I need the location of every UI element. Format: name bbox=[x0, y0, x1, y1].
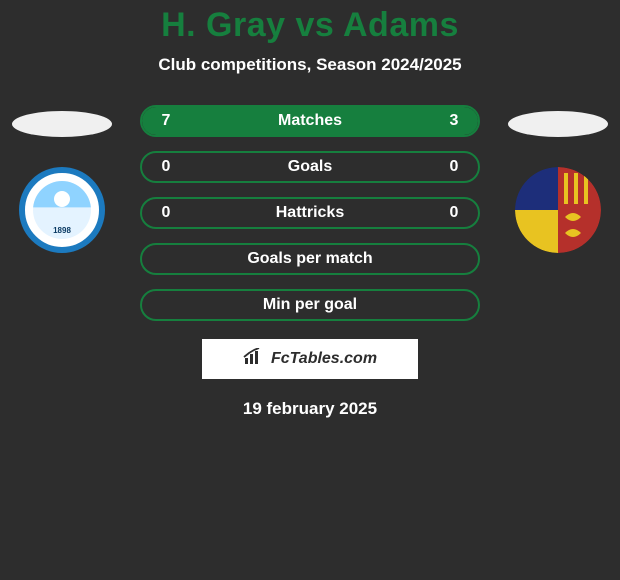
stat-left-value: 7 bbox=[142, 112, 190, 130]
stat-left-value: 0 bbox=[142, 204, 190, 222]
stat-right-value: 3 bbox=[430, 112, 478, 130]
stat-right-value: 0 bbox=[430, 204, 478, 222]
stat-right-value: 0 bbox=[430, 158, 478, 176]
stat-row-hattricks: 0 Hattricks 0 bbox=[140, 197, 480, 229]
left-club-year: 1898 bbox=[53, 226, 71, 235]
stat-label: Matches bbox=[190, 112, 430, 130]
comparison-panel: 1898 7 Matches 3 0 Goals 0 0 bbox=[0, 105, 620, 321]
subtitle: Club competitions, Season 2024/2025 bbox=[0, 55, 620, 75]
branding-text: FcTables.com bbox=[271, 350, 377, 368]
stat-label: Goals per match bbox=[190, 250, 430, 268]
right-player-column bbox=[508, 105, 608, 253]
stats-list: 7 Matches 3 0 Goals 0 0 Hattricks 0 bbox=[140, 105, 480, 321]
left-player-silhouette bbox=[12, 111, 112, 137]
stat-row-goals-per-match: Goals per match bbox=[140, 243, 480, 275]
stat-row-goals: 0 Goals 0 bbox=[140, 151, 480, 183]
date-text: 19 february 2025 bbox=[0, 399, 620, 419]
right-player-silhouette bbox=[508, 111, 608, 137]
left-club-badge: 1898 bbox=[19, 167, 105, 253]
shield-icon bbox=[515, 167, 601, 253]
page-title: H. Gray vs Adams bbox=[0, 6, 620, 45]
stat-row-min-per-goal: Min per goal bbox=[140, 289, 480, 321]
stat-row-matches: 7 Matches 3 bbox=[140, 105, 480, 137]
left-club-badge-inner: 1898 bbox=[33, 181, 91, 239]
stat-left-value: 0 bbox=[142, 158, 190, 176]
stat-label: Hattricks bbox=[190, 204, 430, 222]
left-player-column: 1898 bbox=[12, 105, 112, 253]
stat-label: Goals bbox=[190, 158, 430, 176]
branding-box: FcTables.com bbox=[202, 339, 418, 379]
bar-chart-icon bbox=[243, 348, 265, 371]
right-club-badge bbox=[515, 167, 601, 253]
stat-label: Min per goal bbox=[190, 296, 430, 314]
